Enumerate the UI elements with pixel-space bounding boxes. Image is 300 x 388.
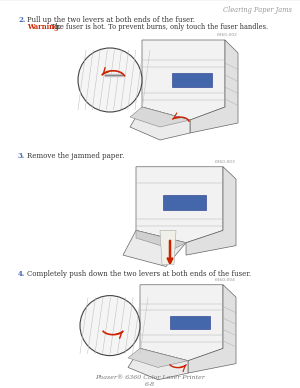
Text: 2.: 2. [18, 16, 26, 24]
Polygon shape [190, 40, 238, 133]
Polygon shape [160, 230, 176, 265]
Text: Pull up the two levers at both ends of the fuser.: Pull up the two levers at both ends of t… [27, 16, 195, 24]
Polygon shape [172, 73, 212, 87]
Circle shape [80, 296, 140, 355]
Polygon shape [170, 316, 210, 329]
Text: 3.: 3. [18, 152, 25, 160]
Text: 6360-003: 6360-003 [215, 160, 236, 164]
Polygon shape [140, 285, 223, 361]
Polygon shape [142, 40, 225, 120]
Text: 6-8: 6-8 [145, 382, 155, 387]
Text: Phaser® 6360 Color Laser Printer: Phaser® 6360 Color Laser Printer [95, 375, 205, 380]
Polygon shape [136, 167, 223, 243]
Polygon shape [123, 230, 186, 267]
Text: Clearing Paper Jams: Clearing Paper Jams [223, 6, 292, 14]
Polygon shape [188, 285, 236, 373]
Polygon shape [136, 230, 186, 249]
Text: Warning:: Warning: [27, 23, 61, 31]
Polygon shape [130, 107, 190, 140]
Text: 6360-004: 6360-004 [215, 278, 236, 282]
Polygon shape [128, 348, 188, 380]
Circle shape [78, 48, 142, 112]
Polygon shape [128, 348, 188, 367]
Text: Remove the jammed paper.: Remove the jammed paper. [27, 152, 124, 160]
Polygon shape [130, 107, 190, 127]
Polygon shape [186, 167, 236, 255]
Text: 4.: 4. [18, 270, 26, 278]
Text: The fuser is hot. To prevent burns, only touch the fuser handles.: The fuser is hot. To prevent burns, only… [49, 23, 268, 31]
Polygon shape [163, 195, 206, 210]
Text: 6360-002: 6360-002 [217, 33, 238, 37]
Text: Completely push down the two levers at both ends of the fuser.: Completely push down the two levers at b… [27, 270, 251, 278]
